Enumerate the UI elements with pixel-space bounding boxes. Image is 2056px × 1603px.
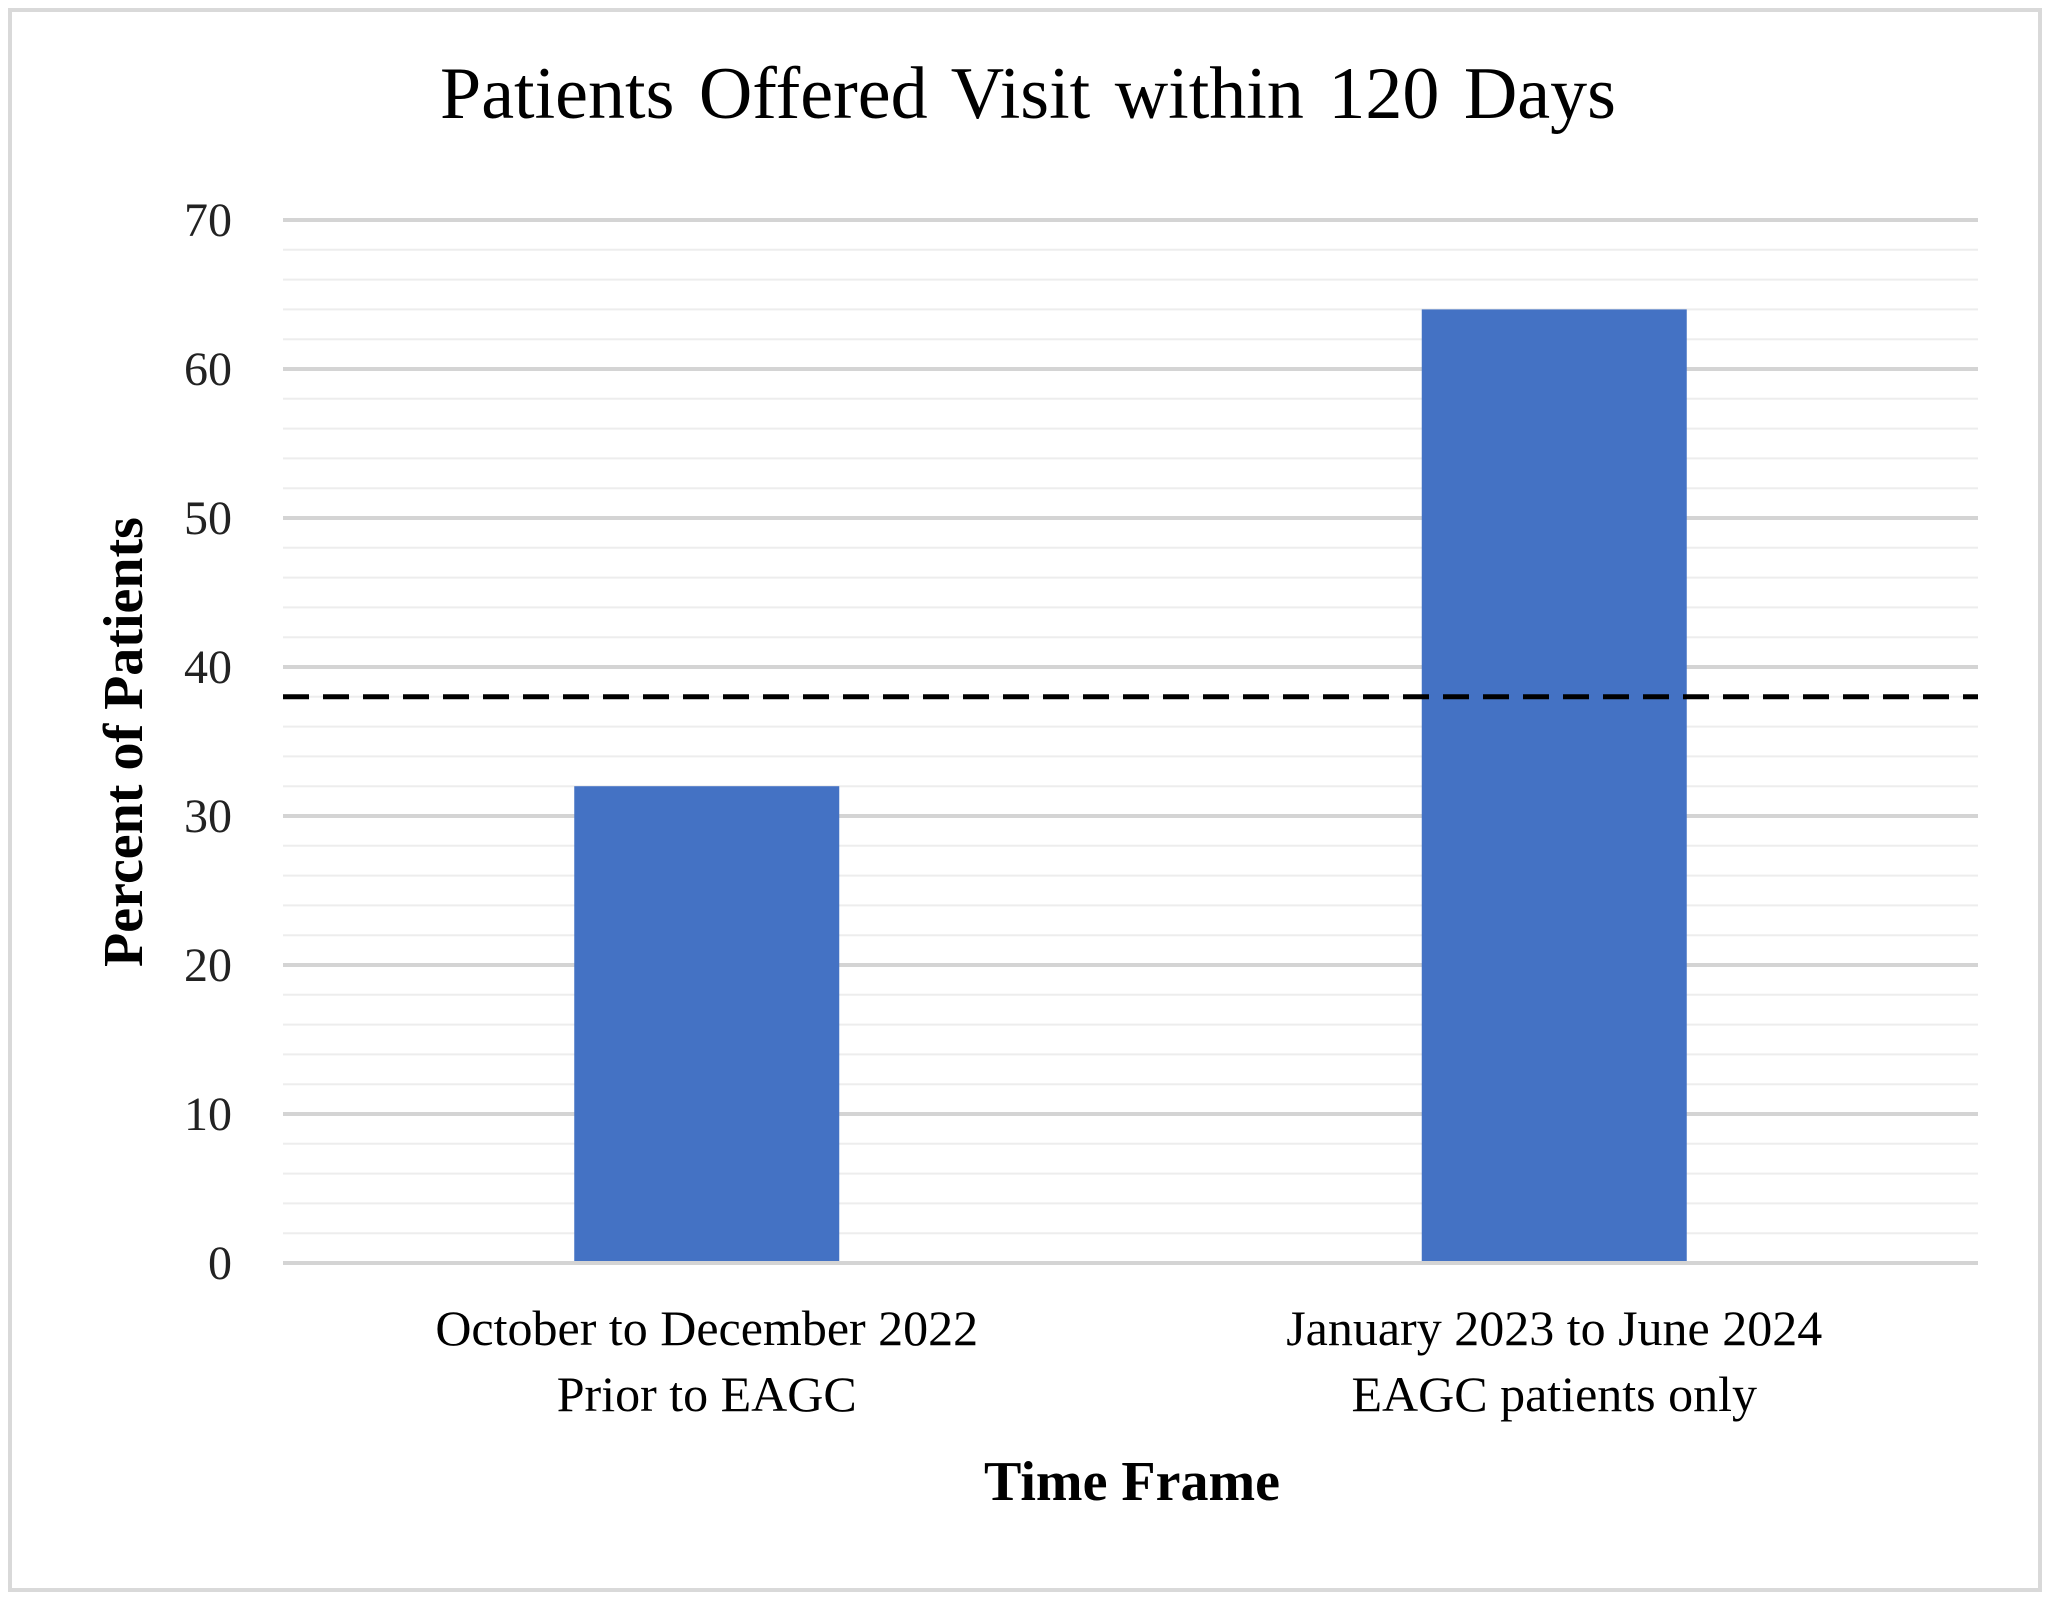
bar — [574, 786, 840, 1261]
x-category-label-line: Prior to EAGC — [557, 1366, 857, 1422]
x-category-label-line: EAGC patients only — [1351, 1366, 1757, 1422]
y-tick-label: 10 — [184, 1088, 232, 1141]
y-tick-label: 20 — [184, 939, 232, 992]
x-category-label-line: October to December 2022 — [435, 1300, 978, 1356]
bars — [574, 309, 1687, 1261]
minor-gridlines — [283, 248, 1978, 1235]
y-tick-label: 50 — [184, 492, 232, 545]
y-tick-label: 0 — [208, 1237, 232, 1290]
y-tick-labels: 0 10 20 30 40 50 60 70 — [184, 194, 232, 1290]
x-category-label: October to December 2022 Prior to EAGC — [435, 1300, 978, 1422]
y-tick-label: 40 — [184, 641, 232, 694]
x-category-labels: October to December 2022 Prior to EAGC Jan… — [435, 1300, 1822, 1422]
x-category-label-line: January 2023 to June 2024 — [1286, 1300, 1822, 1356]
chart-title: Patients Offered Visit within 120 Days — [440, 53, 1616, 135]
y-tick-label: 30 — [184, 790, 232, 843]
y-tick-label: 60 — [184, 343, 232, 396]
x-category-label: January 2023 to June 2024 EAGC patients o… — [1286, 1300, 1822, 1422]
y-axis-title: Percent of Patients — [93, 517, 155, 967]
major-gridlines — [283, 218, 1978, 1265]
chart-frame — [8, 8, 2042, 1592]
y-tick-label: 70 — [184, 194, 232, 247]
bar — [1421, 309, 1687, 1261]
x-axis-title: Time Frame — [984, 1451, 1280, 1513]
